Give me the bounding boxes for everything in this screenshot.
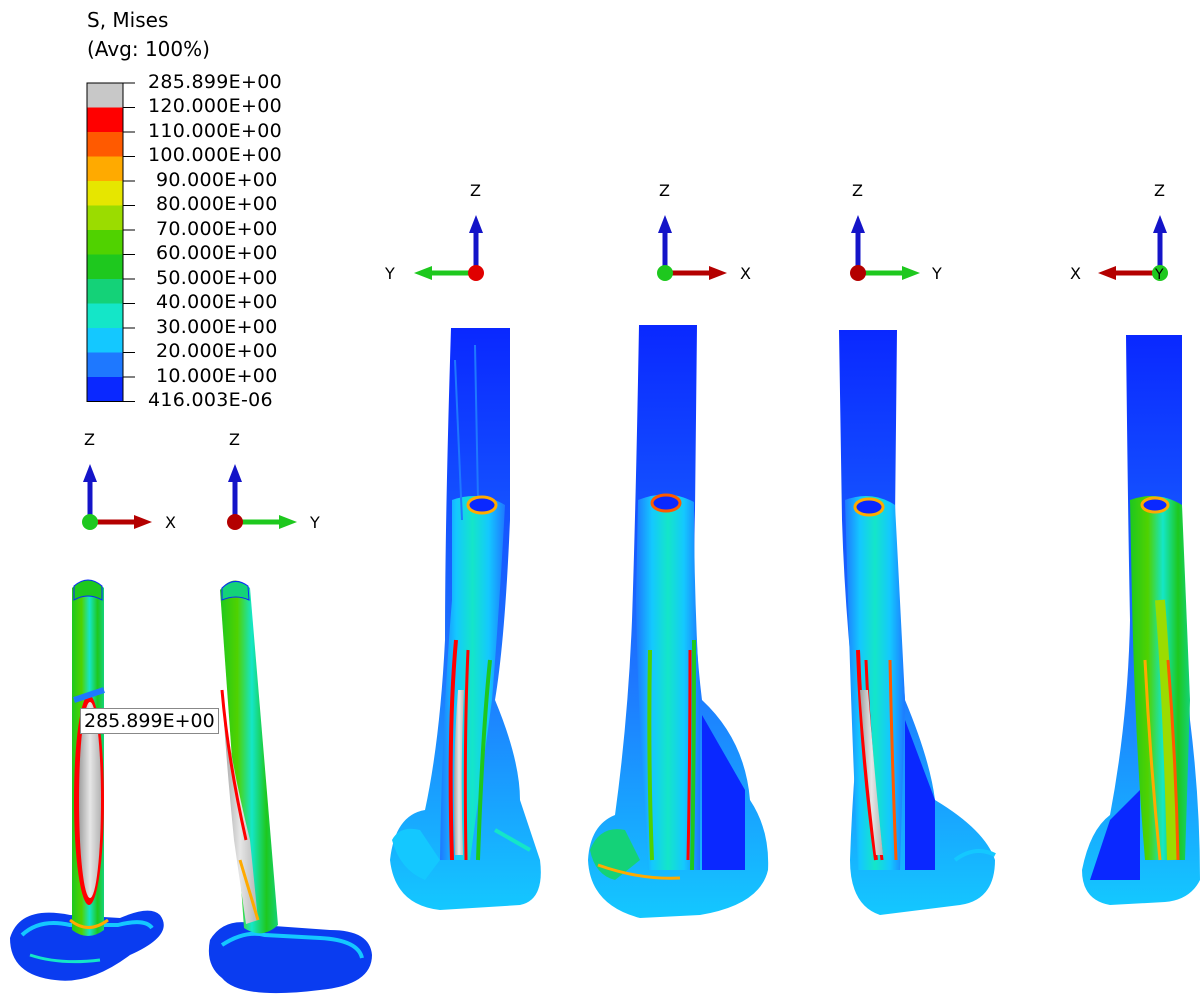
z-axis-arrowhead <box>851 215 865 233</box>
horizontal-axis-arrowhead <box>902 266 920 280</box>
horizontal-axis-label: X <box>740 264 751 283</box>
legend-label: 70.000E+00 <box>156 218 278 240</box>
horizontal-axis-arrowhead <box>134 515 152 529</box>
legend-swatch <box>87 156 123 181</box>
z-axis-label: Z <box>659 181 670 200</box>
legend-label: 110.000E+00 <box>148 120 282 142</box>
legend-swatch <box>87 303 123 328</box>
z-axis-arrowhead <box>1153 215 1167 233</box>
z-axis-arrowhead <box>469 215 483 233</box>
origin-axis-dot <box>82 514 98 530</box>
origin-axis-dot <box>850 265 866 281</box>
legend-label: 90.000E+00 <box>156 169 278 191</box>
legend-label: 30.000E+00 <box>156 316 278 338</box>
legend-swatch <box>87 181 123 206</box>
horizontal-axis-arrowhead <box>279 515 297 529</box>
origin-axis-label: Y <box>1154 267 1164 283</box>
horizontal-axis-arrowhead <box>1098 266 1116 280</box>
probe-value-label: 285.899E+00 <box>80 708 219 734</box>
femur-view-3 <box>839 330 996 915</box>
legend-label: 285.899E+00 <box>148 71 282 93</box>
femur-view-2 <box>588 325 769 918</box>
axis-triad-implant-front: ZX <box>82 430 176 532</box>
legend-label: 60.000E+00 <box>156 242 278 264</box>
z-axis-label: Z <box>852 181 863 200</box>
legend-swatch <box>87 132 123 157</box>
z-axis-arrowhead <box>228 464 242 482</box>
horizontal-axis-label: X <box>1070 264 1081 283</box>
axis-triad-implant-side: ZY <box>227 430 320 532</box>
legend-label: 40.000E+00 <box>156 291 278 313</box>
implant-side-view <box>208 580 372 994</box>
axis-triad-femur-view-4: Z X Y <box>1070 181 1168 283</box>
horizontal-axis-arrowhead <box>414 266 432 280</box>
femur-view-4 <box>1082 335 1200 905</box>
legend-swatch <box>87 352 123 377</box>
origin-axis-dot <box>468 265 484 281</box>
horizontal-axis-label: Y <box>384 264 395 283</box>
legend-label-min: 416.003E-06 <box>148 389 273 411</box>
femur-view-1 <box>390 328 541 910</box>
legend-title: S, Mises <box>87 8 169 32</box>
legend-subtitle: (Avg: 100%) <box>87 37 210 61</box>
z-axis-label: Z <box>1154 181 1165 200</box>
z-axis-label: Z <box>84 430 95 449</box>
legend-swatch <box>87 377 123 402</box>
legend-label: 80.000E+00 <box>156 193 278 215</box>
z-axis-arrowhead <box>83 464 97 482</box>
legend-swatch <box>87 107 123 132</box>
z-axis-label: Z <box>470 181 481 200</box>
axis-triad-femur-view-3: ZY <box>850 181 942 283</box>
legend-swatch <box>87 279 123 304</box>
origin-axis-dot <box>657 265 673 281</box>
legend-swatch <box>87 328 123 353</box>
origin-axis-dot <box>1152 265 1168 281</box>
legend-color-bar <box>86 82 135 402</box>
legend-label: 120.000E+00 <box>148 95 282 117</box>
origin-axis-dot <box>227 514 243 530</box>
horizontal-axis-label: Y <box>309 513 320 532</box>
implant-front-view <box>10 579 164 981</box>
legend-label: 100.000E+00 <box>148 144 282 166</box>
z-axis-label: Z <box>229 430 240 449</box>
z-axis-arrowhead <box>658 215 672 233</box>
horizontal-axis-arrowhead <box>709 266 727 280</box>
legend-frame <box>86 82 124 402</box>
axis-triad-femur-view-1: ZY <box>384 181 484 283</box>
legend-swatch <box>87 230 123 255</box>
legend-label: 50.000E+00 <box>156 267 278 289</box>
legend-swatch <box>87 83 123 108</box>
horizontal-axis-label: X <box>165 513 176 532</box>
legend-label: 10.000E+00 <box>156 365 278 387</box>
horizontal-axis-label: Y <box>931 264 942 283</box>
legend-label: 20.000E+00 <box>156 340 278 362</box>
legend-swatch <box>87 205 123 230</box>
axis-triad-femur-view-2: ZX <box>657 181 751 283</box>
legend-swatch <box>87 254 123 279</box>
